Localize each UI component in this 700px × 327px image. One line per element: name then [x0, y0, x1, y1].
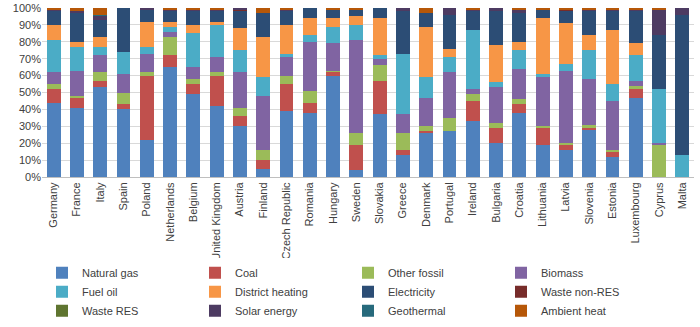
svg-text:0%: 0%	[25, 171, 41, 183]
svg-text:Lithuania: Lithuania	[536, 182, 548, 228]
svg-text:30%: 30%	[19, 120, 41, 132]
svg-text:40%: 40%	[19, 103, 41, 115]
svg-text:Biomass: Biomass	[541, 267, 584, 279]
svg-text:Germany: Germany	[47, 182, 59, 228]
svg-text:Spain: Spain	[117, 182, 129, 210]
svg-text:Other fossil: Other fossil	[388, 267, 444, 279]
svg-text:50%: 50%	[19, 86, 41, 98]
svg-text:Romania: Romania	[303, 182, 315, 227]
svg-text:60%: 60%	[19, 69, 41, 81]
svg-text:Luxembourg: Luxembourg	[629, 182, 641, 243]
svg-text:Poland: Poland	[140, 182, 152, 216]
svg-text:Bulgaria: Bulgaria	[490, 182, 502, 223]
svg-text:Ireland: Ireland	[466, 182, 478, 216]
svg-text:90%: 90%	[19, 19, 41, 31]
svg-text:100%: 100%	[13, 2, 41, 14]
svg-text:Italy: Italy	[94, 182, 106, 203]
svg-text:Finland: Finland	[257, 182, 269, 218]
svg-text:Coal: Coal	[235, 267, 258, 279]
svg-text:Natural gas: Natural gas	[82, 267, 139, 279]
svg-text:Waste non-RES: Waste non-RES	[541, 286, 619, 298]
svg-text:Croatia: Croatia	[513, 182, 525, 218]
svg-text:Belgium: Belgium	[187, 182, 199, 222]
svg-text:20%: 20%	[19, 137, 41, 149]
svg-text:Estonia: Estonia	[606, 182, 618, 220]
svg-text:Waste RES: Waste RES	[82, 305, 138, 317]
svg-text:Solar energy: Solar energy	[235, 305, 298, 317]
svg-text:United Kingdom: United Kingdom	[210, 182, 222, 260]
svg-text:Austria: Austria	[234, 182, 246, 217]
svg-text:Hungary: Hungary	[327, 182, 339, 224]
svg-text:Portugal: Portugal	[443, 182, 455, 223]
svg-text:District heating: District heating	[235, 286, 308, 298]
svg-text:Slovenia: Slovenia	[583, 182, 595, 225]
svg-text:Sweden: Sweden	[350, 182, 362, 222]
svg-text:Latvia: Latvia	[560, 182, 572, 212]
svg-text:Slovakia: Slovakia	[373, 182, 385, 224]
svg-text:Electricity: Electricity	[388, 286, 436, 298]
svg-text:Fuel oil: Fuel oil	[82, 286, 117, 298]
svg-text:Denmark: Denmark	[420, 182, 432, 227]
svg-text:Cyprus: Cyprus	[653, 182, 665, 217]
svg-text:10%: 10%	[19, 154, 41, 166]
svg-text:80%: 80%	[19, 36, 41, 48]
svg-text:Geothermal: Geothermal	[388, 305, 445, 317]
svg-text:Ambient heat: Ambient heat	[541, 305, 606, 317]
svg-text:70%: 70%	[19, 53, 41, 65]
svg-text:Netherlands: Netherlands	[164, 182, 176, 242]
svg-text:Czech Republic: Czech Republic	[280, 182, 292, 260]
svg-text:Malta: Malta	[676, 182, 688, 210]
svg-text:France: France	[71, 182, 83, 216]
svg-text:Greece: Greece	[397, 182, 409, 218]
